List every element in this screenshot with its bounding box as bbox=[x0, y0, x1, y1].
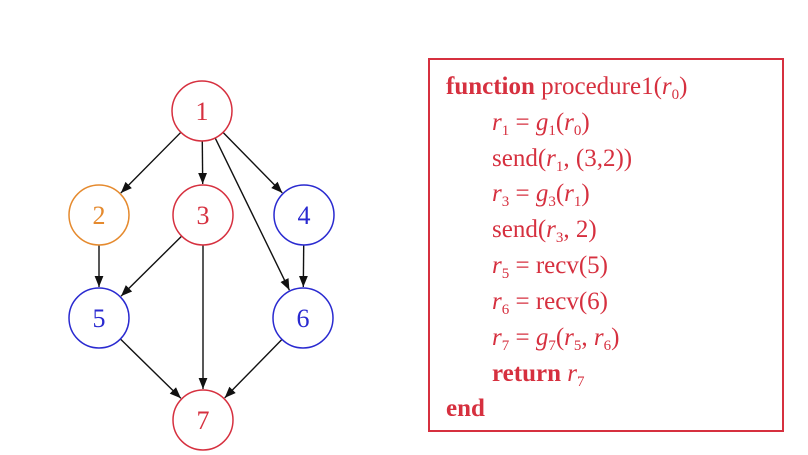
procedure-code-box: function procedure1(r0) r1 = g1(r0) send… bbox=[428, 58, 784, 432]
code-line-r6: r6 = recv(6) bbox=[492, 288, 609, 318]
node-7-label: 7 bbox=[197, 406, 210, 435]
node-2-label: 2 bbox=[93, 201, 106, 230]
edge-1-to-4 bbox=[222, 131, 283, 194]
code-line-function-header: function procedure1(r0) bbox=[446, 73, 688, 103]
code-line-return: return r7 bbox=[492, 360, 585, 390]
code-line-end: end bbox=[446, 394, 485, 424]
node-6 bbox=[272, 287, 334, 349]
node-3 bbox=[172, 184, 234, 246]
edge-6-to-7 bbox=[224, 338, 283, 399]
node-6-label: 6 bbox=[297, 304, 310, 333]
code-line-r7: r7 = g7(r5, r6) bbox=[492, 324, 620, 354]
code-line-send-r3: send(r3, 2) bbox=[492, 216, 597, 246]
edge-5-to-7 bbox=[119, 338, 182, 399]
node-2 bbox=[68, 184, 130, 246]
code-line-r3: r3 = g3(r1) bbox=[492, 180, 590, 210]
node-5-label: 5 bbox=[93, 304, 106, 333]
edge-3-to-5 bbox=[120, 235, 183, 297]
dependency-graph: 1 2 3 4 5 6 7 bbox=[68, 80, 335, 451]
node-3-label: 3 bbox=[197, 201, 210, 230]
end-keyword: end bbox=[446, 395, 485, 422]
code-line-r1: r1 = g1(r0) bbox=[492, 109, 590, 139]
return-keyword: return bbox=[492, 360, 561, 387]
node-4-label: 4 bbox=[298, 201, 311, 230]
node-4 bbox=[273, 184, 335, 246]
node-7 bbox=[172, 389, 234, 451]
code-line-r5: r5 = recv(5) bbox=[492, 252, 609, 282]
edge-1-to-2 bbox=[120, 131, 182, 194]
edge-1-to-6 bbox=[214, 137, 291, 291]
function-keyword: function bbox=[446, 73, 535, 100]
node-5 bbox=[68, 287, 130, 349]
code-line-send-r1: send(r1, (3,2)) bbox=[492, 145, 633, 175]
node-1-label: 1 bbox=[196, 97, 209, 126]
node-1 bbox=[171, 80, 233, 142]
